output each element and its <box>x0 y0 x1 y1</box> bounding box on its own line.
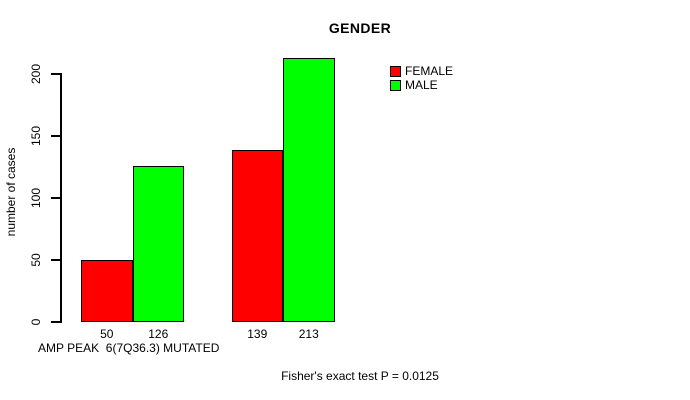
bar-value-label: 213 <box>298 327 319 341</box>
legend-label-male: MALE <box>405 78 438 92</box>
legend-entry-female: FEMALE <box>390 64 453 78</box>
y-axis-line <box>60 73 62 323</box>
y-tick <box>51 135 60 137</box>
bar-male-group1 <box>132 165 184 322</box>
y-tick-label: 150 <box>29 125 43 147</box>
legend: FEMALE MALE <box>390 64 453 92</box>
female-color-swatch <box>390 65 401 77</box>
bar-value-label: 126 <box>148 327 169 341</box>
legend-label-female: FEMALE <box>405 64 454 78</box>
y-tick-label: 0 <box>29 318 43 326</box>
y-tick <box>51 259 60 261</box>
bar-female-group1 <box>81 260 133 322</box>
y-tick-label: 200 <box>29 63 43 85</box>
bar-value-label: 139 <box>247 327 268 341</box>
y-tick-label: 50 <box>29 253 43 267</box>
chart-title: GENDER <box>328 20 392 36</box>
legend-entry-male: MALE <box>390 78 453 92</box>
y-tick <box>51 73 60 75</box>
y-axis-label: number of cases <box>4 147 18 237</box>
male-color-swatch <box>390 79 401 91</box>
y-tick <box>51 321 60 323</box>
y-tick <box>51 197 60 199</box>
x-axis-label: AMP PEAK 6(7Q36.3) MUTATED <box>38 341 220 355</box>
y-tick-label: 100 <box>29 187 43 209</box>
bar-male-group2 <box>283 57 335 322</box>
bar-female-group2 <box>231 149 283 322</box>
bar-value-label: 50 <box>100 327 114 341</box>
fisher-test-footnote: Fisher's exact test P = 0.0125 <box>281 369 439 383</box>
